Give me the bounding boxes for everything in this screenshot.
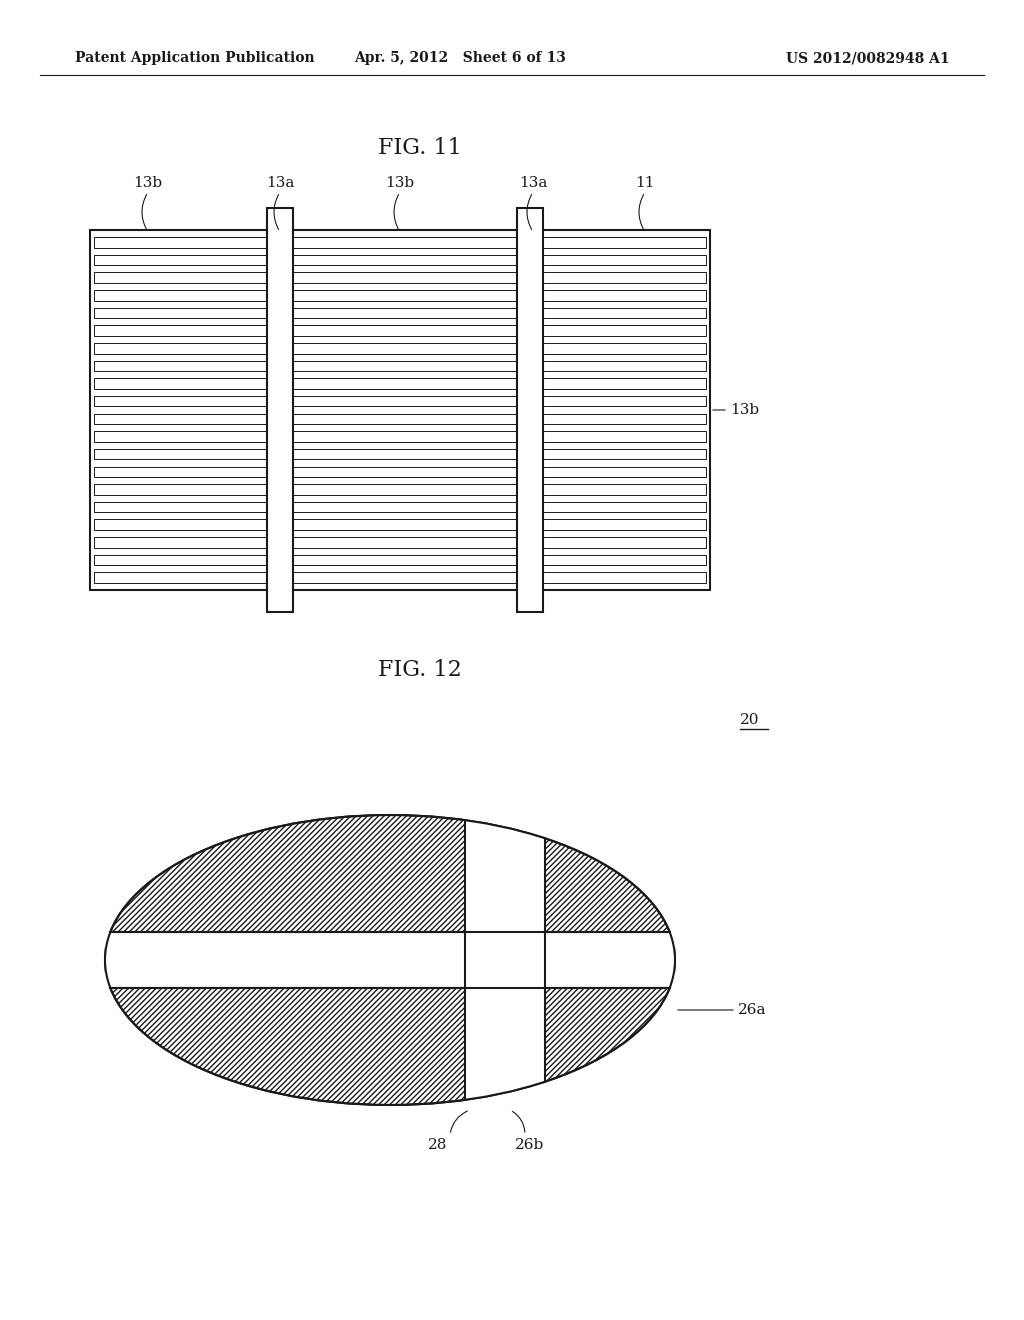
Bar [267,209,293,612]
Text: 26a: 26a [738,1003,767,1016]
Text: Patent Application Publication: Patent Application Publication [75,51,314,65]
Text: 13a: 13a [519,176,547,190]
Bar [94,360,706,371]
Text: FIG. 11: FIG. 11 [378,137,462,158]
Bar [94,343,706,354]
Bar [517,209,543,612]
Text: 20: 20 [740,713,760,727]
Bar [94,573,706,583]
Bar [94,537,706,548]
Bar [465,814,545,1105]
Bar [94,290,706,301]
Text: US 2012/0082948 A1: US 2012/0082948 A1 [786,51,950,65]
Bar [94,432,706,442]
Bar [94,396,706,407]
Bar [94,502,706,512]
Bar [94,449,706,459]
Text: 26b: 26b [515,1138,545,1152]
Text: Apr. 5, 2012   Sheet 6 of 13: Apr. 5, 2012 Sheet 6 of 13 [354,51,566,65]
Text: 13b: 13b [730,403,759,417]
Bar [94,272,706,282]
Ellipse shape [105,814,675,1105]
Bar [94,466,706,477]
Bar [94,325,706,335]
Text: FIG. 12: FIG. 12 [378,659,462,681]
Bar [94,379,706,389]
Bar [94,484,706,495]
Bar [94,520,706,529]
Text: 28: 28 [428,1138,447,1152]
Bar [105,932,675,987]
Text: 13a: 13a [266,176,294,190]
Text: 11: 11 [635,176,654,190]
Bar [94,308,706,318]
Text: 13b: 13b [133,176,163,190]
Bar [94,554,706,565]
Text: 13b: 13b [385,176,415,190]
Bar [90,230,710,590]
Bar [94,413,706,424]
Bar [94,238,706,248]
Bar [94,255,706,265]
